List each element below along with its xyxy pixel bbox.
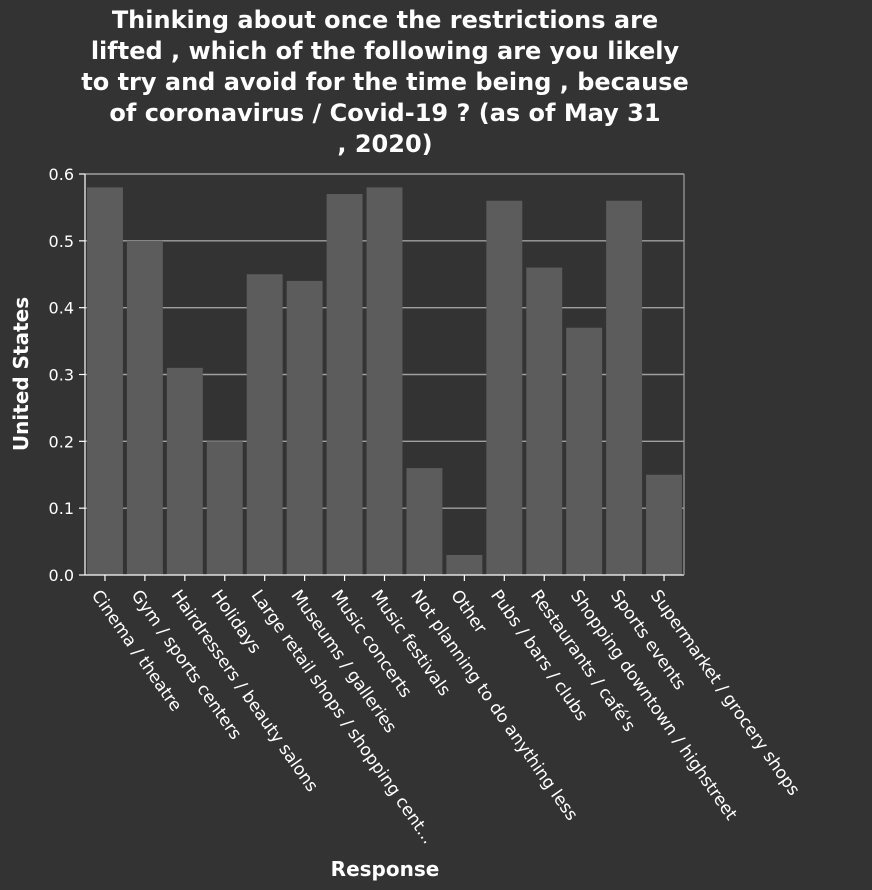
chart-title-line: to try and avoid for the time being , be…	[81, 68, 689, 96]
x-tick-label: Supermarket / grocery shops	[646, 586, 804, 799]
bar	[406, 468, 443, 575]
bar	[326, 194, 363, 576]
chart-title-line: of coronavirus / Covid-19 ? (as of May 3…	[109, 99, 660, 127]
bar	[86, 187, 123, 575]
bar	[446, 554, 483, 575]
y-tick-label: 0.2	[49, 432, 74, 451]
bar	[246, 274, 283, 575]
y-axis-label: United States	[9, 297, 33, 451]
bar	[206, 441, 243, 575]
y-tick-labels: 0.0 0.1 0.2 0.3 0.4 0.5 0.6	[49, 165, 85, 585]
bar	[606, 200, 643, 575]
y-tick-label: 0.1	[49, 499, 74, 518]
chart-title-line: lifted , which of the following are you …	[91, 37, 680, 65]
bars	[86, 187, 683, 576]
bar	[166, 367, 203, 575]
bar	[566, 327, 603, 575]
chart-title-line: Thinking about once the restrictions are	[112, 6, 658, 34]
y-tick-label: 0.4	[49, 299, 74, 318]
bar	[646, 474, 683, 575]
x-axis-label: Response	[331, 857, 440, 881]
bar	[126, 240, 163, 576]
y-tick-label: 0.3	[49, 366, 74, 385]
bar	[486, 200, 523, 575]
bar	[526, 267, 563, 575]
chart-title-line: , 2020)	[337, 130, 432, 158]
chart-title: Thinking about once the restrictions are…	[81, 6, 689, 158]
x-tick-label: Shopping downtown / highstreet	[566, 586, 741, 824]
y-tick-label: 0.6	[49, 165, 74, 184]
bar	[366, 187, 403, 575]
y-tick-label: 0.5	[49, 232, 74, 251]
y-tick-label: 0.0	[49, 566, 74, 585]
bar	[286, 280, 323, 575]
